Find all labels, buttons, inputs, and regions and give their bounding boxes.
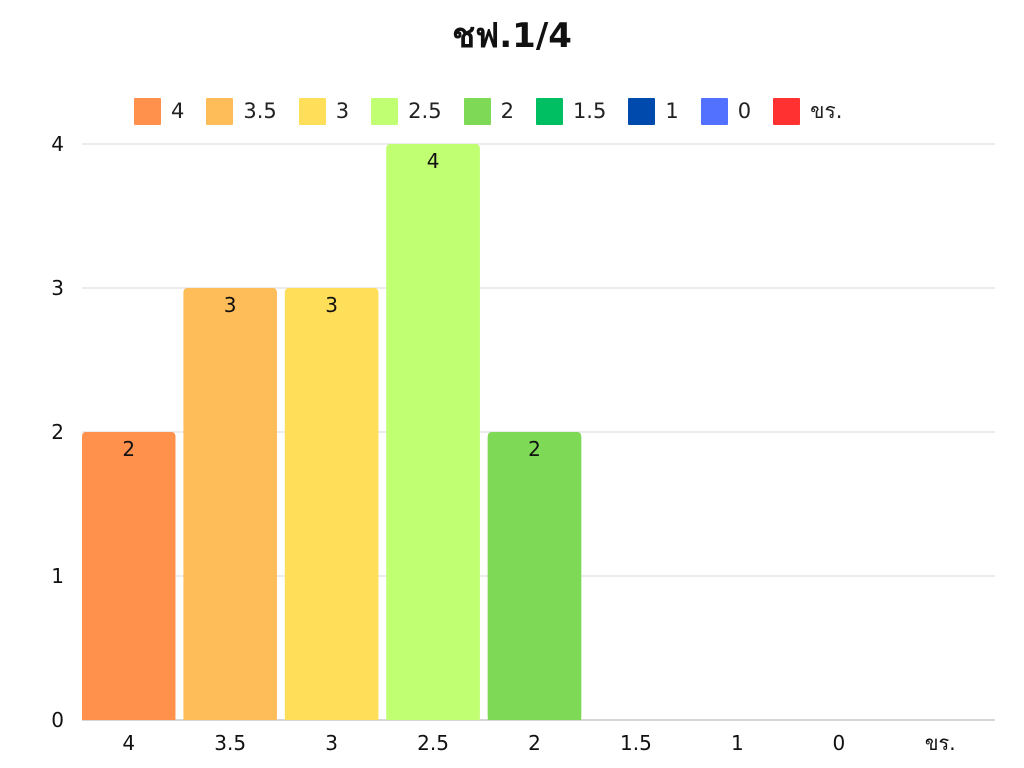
legend-label-khor: ขร.	[810, 98, 843, 123]
bar-body-3	[284, 292, 379, 720]
x-tick-label-4: 4	[122, 731, 135, 755]
x-tick-label-3-5: 3.5	[214, 731, 246, 755]
legend-item-3-5: 3.5	[206, 95, 277, 127]
bar-body-3-5	[183, 292, 277, 720]
legend-label-1: 1	[665, 98, 679, 123]
legend-swatch-1-5	[535, 97, 563, 125]
legend-swatch-khor	[773, 97, 801, 125]
x-tick-label-2: 2	[528, 731, 541, 755]
legend-item-2-5: 2.5	[371, 95, 442, 127]
legend-label-2-5: 2.5	[408, 98, 442, 123]
legend-item-3: 3	[298, 95, 350, 127]
data-label-4: 2	[122, 437, 135, 461]
legend: 4 3.5 3 2.5 2 1.5 1 0	[134, 95, 842, 127]
legend-swatch-4	[134, 97, 161, 125]
data-label-2-5: 4	[427, 149, 440, 173]
legend-swatch-3-5	[206, 97, 234, 125]
chart-title: ชฟ.1/4	[452, 16, 572, 56]
legend-swatch-3	[298, 97, 326, 125]
x-tick-label-1-5: 1.5	[620, 731, 652, 755]
legend-item-1: 1	[628, 95, 679, 127]
x-tick-label-0: 0	[832, 731, 845, 755]
legend-item-0: 0	[700, 95, 752, 127]
legend-label-1-5: 1.5	[572, 98, 607, 123]
legend-item-2: 2	[463, 95, 514, 127]
bar-body-2	[487, 436, 582, 720]
data-label-2: 2	[528, 437, 541, 461]
y-tick-label-0: 0	[51, 708, 64, 732]
x-tick-label-3: 3	[325, 731, 338, 755]
data-label-3-5: 3	[224, 293, 237, 317]
x-tick-label-2-5: 2.5	[417, 731, 449, 755]
y-tick-label-1: 1	[51, 564, 64, 588]
legend-swatch-2-5	[371, 97, 399, 125]
legend-swatch-0	[700, 97, 728, 125]
y-tick-label-4: 4	[51, 132, 64, 156]
legend-label-3-5: 3.5	[243, 98, 277, 123]
y-tick-label-2: 2	[51, 420, 64, 444]
legend-label-2: 2	[500, 98, 514, 123]
bar-body-2-5	[386, 148, 480, 720]
legend-label-0: 0	[737, 98, 752, 123]
legend-label-3: 3	[335, 98, 350, 123]
legend-label-4: 4	[171, 98, 185, 123]
legend-item-khor: ขร.	[773, 95, 842, 127]
y-tick-label-3: 3	[51, 276, 64, 300]
bar-body-4	[82, 436, 176, 720]
data-label-3: 3	[325, 293, 338, 317]
legend-item-4: 4	[134, 95, 184, 127]
x-tick-label-1: 1	[731, 731, 744, 755]
legend-swatch-2	[463, 97, 491, 125]
legend-item-1-5: 1.5	[535, 95, 607, 127]
x-tick-label--: ขร.	[925, 731, 956, 755]
legend-swatch-1	[628, 97, 656, 125]
